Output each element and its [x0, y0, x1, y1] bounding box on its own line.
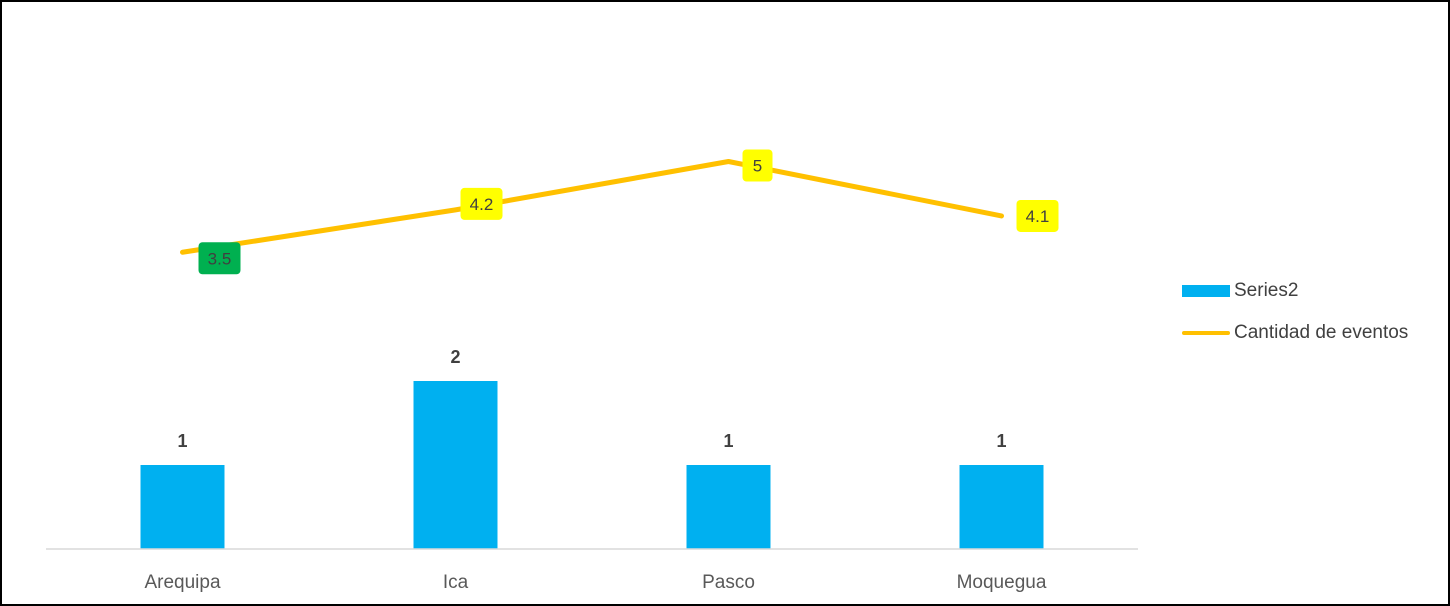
- legend-label-series2: Series2: [1234, 280, 1299, 301]
- x-tick-ica: Ica: [443, 572, 469, 593]
- line-layer: [180, 159, 1004, 255]
- line-label-text-ica: 4.2: [470, 195, 494, 214]
- line-label-text-moquegua: 4.1: [1026, 207, 1050, 226]
- bar-arequipa: [140, 465, 225, 549]
- bar-ica: [413, 381, 498, 549]
- line-label-arequipa: 3.5: [198, 242, 241, 275]
- legend-item-cantidad-de-eventos[interactable]: Cantidad de eventos: [1182, 322, 1408, 344]
- line-label-pasco: 5: [742, 149, 773, 182]
- x-tick-arequipa: Arequipa: [144, 572, 220, 593]
- line-label-ica: 4.2: [460, 187, 503, 220]
- bar-labels-layer: 1 2 1 1: [177, 347, 1006, 451]
- legend: Series2 Cantidad de eventos: [1182, 280, 1408, 364]
- bar-label-arequipa: 1: [177, 431, 187, 451]
- line-labels-layer: 3.5 4.2 5 4.1: [198, 149, 1059, 275]
- line-label-text-pasco: 5: [753, 157, 762, 176]
- bar-label-moquegua: 1: [996, 431, 1006, 451]
- legend-item-series2[interactable]: Series2: [1182, 280, 1408, 302]
- line-cantidad-de-eventos: [180, 159, 1004, 255]
- legend-swatch-cantidad-de-eventos: [1182, 331, 1230, 335]
- bar-pasco: [686, 465, 771, 549]
- line-label-box-moquegua: [1016, 199, 1059, 232]
- line-label-text-arequipa: 3.5: [208, 249, 232, 268]
- bar-moquegua: [959, 465, 1044, 549]
- line-label-moquegua: 4.1: [1016, 199, 1059, 232]
- bars-layer: [140, 381, 1044, 549]
- bar-label-pasco: 1: [723, 431, 733, 451]
- bar-label-ica: 2: [450, 347, 460, 367]
- x-tick-pasco: Pasco: [702, 572, 755, 593]
- x-tick-moquegua: Moquegua: [957, 572, 1047, 593]
- legend-label-cantidad-de-eventos: Cantidad de eventos: [1234, 322, 1409, 343]
- line-label-box-pasco: [742, 149, 773, 182]
- legend-swatch-series2: [1182, 285, 1230, 297]
- line-label-box-arequipa: [198, 242, 241, 275]
- line-label-box-ica: [460, 187, 503, 220]
- x-ticks-layer: Arequipa Ica Pasco Moquegua: [144, 572, 1046, 593]
